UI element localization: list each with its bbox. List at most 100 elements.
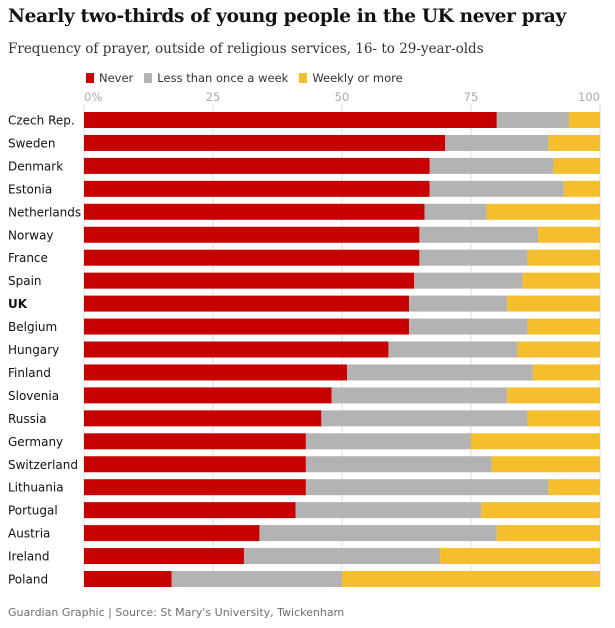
- category-label-ireland: Ireland: [8, 550, 50, 564]
- legend-swatch-less-than-weekly: [144, 73, 153, 83]
- bar-slovenia-never: [84, 387, 332, 404]
- bar-switzerland-never: [84, 456, 306, 473]
- bar-uk-never: [84, 295, 410, 312]
- bar-sweden-weekly-or-more: [548, 134, 600, 151]
- bar-estonia-less-than-once-a-week: [429, 180, 564, 197]
- category-label-estonia: Estonia: [8, 182, 52, 196]
- bar-switzerland-less-than-once-a-week: [305, 456, 492, 473]
- category-label-france: France: [8, 251, 48, 265]
- bar-hungary-less-than-once-a-week: [388, 341, 518, 358]
- category-label-lithuania: Lithuania: [8, 481, 64, 495]
- category-label-sweden: Sweden: [8, 136, 55, 150]
- category-label-hungary: Hungary: [8, 343, 59, 357]
- chart-subtitle: Frequency of prayer, outside of religiou…: [8, 41, 484, 57]
- legend-item-never: Never: [86, 71, 133, 85]
- bar-russia-less-than-once-a-week: [321, 410, 528, 427]
- bar-austria-less-than-once-a-week: [259, 525, 497, 542]
- bar-estonia-weekly-or-more: [563, 180, 600, 197]
- bar-netherlands-never: [84, 203, 425, 220]
- category-label-uk: UK: [8, 297, 28, 311]
- bar-belgium-less-than-once-a-week: [409, 318, 528, 335]
- bar-denmark-never: [84, 157, 430, 174]
- bar-lithuania-never: [84, 479, 306, 496]
- bar-netherlands-less-than-once-a-week: [424, 203, 487, 220]
- bar-austria-weekly-or-more: [496, 525, 600, 542]
- bar-spain-less-than-once-a-week: [414, 272, 523, 289]
- category-label-netherlands: Netherlands: [8, 205, 81, 219]
- category-label-portugal: Portugal: [8, 504, 58, 518]
- bar-spain-never: [84, 272, 415, 289]
- bar-ireland-weekly-or-more: [440, 548, 600, 565]
- legend-label-less-than-weekly: Less than once a week: [157, 71, 289, 85]
- bar-russia-never: [84, 410, 322, 427]
- category-label-norway: Norway: [8, 228, 54, 242]
- category-label-finland: Finland: [8, 366, 51, 380]
- category-label-slovenia: Slovenia: [8, 389, 59, 403]
- x-tick-label-100: 100: [578, 90, 600, 104]
- category-label-russia: Russia: [8, 412, 47, 426]
- bar-poland-less-than-once-a-week: [171, 571, 342, 587]
- bar-czech-rep-weekly-or-more: [569, 112, 600, 128]
- bar-norway-weekly-or-more: [538, 226, 600, 243]
- category-label-spain: Spain: [8, 274, 42, 288]
- x-tick-label-75: 75: [464, 90, 479, 104]
- bar-sweden-never: [84, 134, 446, 151]
- legend-swatch-weekly-or-more: [299, 73, 308, 83]
- bar-finland-less-than-once-a-week: [347, 364, 533, 381]
- bar-norway-never: [84, 226, 420, 243]
- legend-label-never: Never: [99, 71, 134, 85]
- bar-poland-weekly-or-more: [342, 571, 600, 587]
- x-tick-label-0: 0%: [84, 90, 102, 104]
- bar-uk-less-than-once-a-week: [409, 295, 508, 312]
- bar-norway-less-than-once-a-week: [419, 226, 539, 243]
- legend-label-weekly-or-more: Weekly or more: [312, 71, 403, 85]
- stacked-bar-chart: 0% 25 50 75 100 Czech Rep. Sweden Denmark Estoni…: [8, 90, 601, 587]
- bar-france-never: [84, 249, 420, 266]
- bar-hungary-weekly-or-more: [517, 341, 600, 358]
- bar-uk-weekly-or-more: [507, 295, 600, 312]
- bar-russia-weekly-or-more: [527, 410, 600, 427]
- bar-lithuania-less-than-once-a-week: [305, 479, 549, 496]
- category-label-germany: Germany: [8, 435, 63, 449]
- legend-item-weekly-or-more: Weekly or more: [299, 71, 403, 85]
- bar-switzerland-weekly-or-more: [491, 456, 600, 473]
- bar-czech-rep-less-than-once-a-week: [496, 112, 570, 128]
- category-label-denmark: Denmark: [8, 159, 63, 173]
- bar-spain-weekly-or-more: [522, 272, 600, 289]
- category-label-czech-rep: Czech Rep.: [8, 114, 75, 128]
- bar-portugal-less-than-once-a-week: [295, 502, 482, 519]
- bar-slovenia-less-than-once-a-week: [331, 387, 508, 404]
- bar-netherlands-weekly-or-more: [486, 203, 600, 220]
- legend-item-less-than-weekly: Less than once a week: [144, 71, 288, 85]
- bar-finland-weekly-or-more: [532, 364, 600, 381]
- bar-france-less-than-once-a-week: [419, 249, 528, 266]
- bar-poland-never: [84, 571, 172, 587]
- source-note: Guardian Graphic | Source: St Mary's Uni…: [8, 606, 345, 619]
- bar-france-weekly-or-more: [527, 249, 600, 266]
- bar-estonia-never: [84, 180, 430, 197]
- bar-ireland-never: [84, 548, 244, 565]
- category-label-belgium: Belgium: [8, 320, 57, 334]
- bar-hungary-never: [84, 341, 389, 358]
- x-tick-label-50: 50: [335, 90, 350, 104]
- legend-swatch-never: [86, 73, 94, 83]
- bar-germany-weekly-or-more: [471, 433, 600, 450]
- bar-germany-less-than-once-a-week: [305, 433, 471, 450]
- bar-belgium-weekly-or-more: [527, 318, 600, 335]
- bar-slovenia-weekly-or-more: [507, 387, 600, 404]
- chart-title: Nearly two-thirds of young people in the…: [8, 6, 566, 27]
- bar-sweden-less-than-once-a-week: [445, 134, 549, 151]
- bar-finland-never: [84, 364, 348, 381]
- bar-ireland-less-than-once-a-week: [243, 548, 441, 565]
- bar-lithuania-weekly-or-more: [548, 479, 600, 496]
- bar-portugal-weekly-or-more: [481, 502, 600, 519]
- bar-denmark-less-than-once-a-week: [429, 157, 554, 174]
- category-label-switzerland: Switzerland: [8, 458, 78, 472]
- category-label-austria: Austria: [8, 527, 50, 541]
- bar-belgium-never: [84, 318, 410, 335]
- x-tick-label-25: 25: [206, 90, 221, 104]
- bar-portugal-never: [84, 502, 296, 519]
- bar-czech-rep-never: [84, 112, 497, 128]
- bar-denmark-weekly-or-more: [553, 157, 600, 174]
- category-label-poland: Poland: [8, 573, 48, 587]
